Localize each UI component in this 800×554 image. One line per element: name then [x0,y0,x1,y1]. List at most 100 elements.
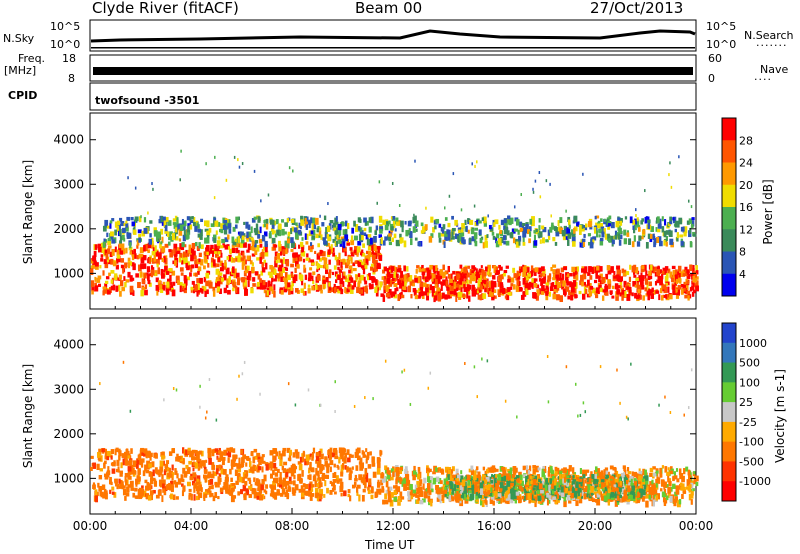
range-cell [311,223,314,231]
range-cell [340,265,343,271]
range-cell [472,470,477,476]
range-cell [371,250,375,255]
range-cell [92,260,95,266]
range-cell [106,248,111,255]
range-cell [174,468,177,475]
range-cell [237,468,242,473]
range-cell [656,476,659,482]
range-cell [350,250,353,254]
nsky-panel [89,19,697,52]
range-cell [363,232,367,236]
range-cell [621,483,626,490]
range-cell [503,467,507,471]
range-cell [397,294,401,302]
range-cell [205,491,209,495]
range-cell [441,282,445,286]
range-cell [269,272,273,278]
range-cell [309,267,313,271]
range-cell [325,269,329,275]
range-cell [664,466,668,473]
range-cell [521,224,525,229]
range-cell [478,275,482,282]
range-cell [689,227,692,234]
range-cell [172,281,176,286]
range-cell [338,478,343,482]
range-cell [605,273,609,280]
range-cell [237,277,240,282]
range-cell [95,266,99,270]
range-cell [141,278,144,284]
range-cell [655,468,659,473]
range-cell [197,270,200,275]
range-cell [231,483,236,487]
range-cell [205,162,207,166]
range-cell [203,251,207,256]
range-cell [327,449,332,455]
range-cell [225,226,228,230]
range-cell [133,224,136,232]
range-cell [333,287,337,294]
range-cell [498,264,501,269]
range-cell [193,474,197,482]
range-cell [241,477,245,484]
range-cell [570,285,575,293]
range-cell [143,217,147,223]
range-cell [648,281,652,287]
range-cell [109,489,112,494]
range-cell [644,217,647,224]
range-cell [279,484,283,488]
range-cell [427,483,431,490]
range-cell [431,286,435,293]
range-cell [109,222,112,229]
range-cell [419,499,424,505]
range-cell [356,455,361,461]
range-cell [610,235,614,243]
range-cell [527,475,530,480]
range-cell [111,468,116,474]
range-cell [541,278,544,286]
range-cell [675,488,680,495]
range-cell [176,217,179,225]
range-cell [193,255,197,260]
range-cell [449,278,453,284]
range-cell [206,220,210,228]
range-cell [567,273,570,279]
range-cell [518,281,521,287]
range-cell [628,276,632,283]
range-cell [186,467,191,475]
range-cell [667,475,670,483]
range-cell [513,228,518,232]
range-cell [181,483,184,487]
range-cell [491,474,494,480]
range-cell [100,258,104,262]
range-cell [641,265,645,270]
range-cell [425,284,429,288]
range-cell [308,488,311,495]
range-cell [513,273,517,278]
range-cell [136,238,140,242]
range-cell [257,487,260,492]
range-cell [192,222,196,227]
range-cell [426,467,430,474]
range-cell [652,472,657,477]
range-cell [595,294,599,299]
range-cell [692,233,697,237]
range-cell [178,257,182,263]
velocity-scatter [90,354,699,508]
range-cell [435,476,440,482]
range-cell [144,284,148,289]
range-cell [675,485,679,493]
range-cell [287,457,292,461]
range-cell [679,482,683,487]
range-cell [217,457,221,463]
range-cell [509,232,513,238]
range-cell [522,272,526,278]
range-cell [165,467,170,472]
range-cell [567,216,571,223]
range-cell [151,182,153,186]
range-cell [438,275,443,280]
range-cell [542,277,546,284]
range-cell [300,219,304,226]
range-cell [178,456,182,460]
range-cell [290,468,295,474]
